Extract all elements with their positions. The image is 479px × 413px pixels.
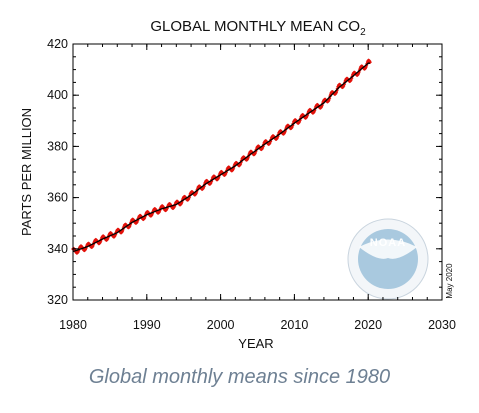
data-point bbox=[120, 227, 125, 232]
data-point bbox=[336, 84, 340, 89]
monthly-mean-line bbox=[72, 59, 371, 254]
x-tick-label: 2020 bbox=[354, 318, 382, 332]
co2-chart: GLOBAL MONTHLY MEAN CO2 NOAA 1980 1990 200… bbox=[19, 18, 456, 351]
data-point bbox=[275, 136, 280, 140]
axes: 1980 1990 2000 2010 2020 2030 320 340 360 380 400 4… bbox=[47, 37, 456, 332]
trend-line bbox=[72, 62, 371, 253]
date-stamp: May 2020 bbox=[445, 263, 454, 299]
y-axis-label: PARTS PER MILLION bbox=[19, 108, 34, 236]
x-tick-label: 2010 bbox=[280, 318, 308, 332]
data-point bbox=[164, 207, 169, 212]
chart-title: GLOBAL MONTHLY MEAN CO2 bbox=[150, 18, 366, 38]
x-tick-label: 2000 bbox=[207, 318, 235, 332]
noaa-logo: NOAA bbox=[347, 218, 429, 300]
y-tick-label: 320 bbox=[47, 293, 68, 307]
x-tick-label: 1990 bbox=[133, 318, 161, 332]
data-point bbox=[298, 118, 302, 123]
data-point bbox=[84, 246, 88, 251]
data-point bbox=[142, 216, 147, 221]
noaa-logo-text: NOAA bbox=[370, 237, 406, 249]
data-point bbox=[290, 123, 295, 128]
data-point bbox=[91, 242, 96, 247]
data-point bbox=[305, 113, 310, 118]
data-point bbox=[282, 130, 287, 135]
y-tick-label: 340 bbox=[47, 242, 68, 256]
data-point bbox=[368, 60, 372, 65]
data-point bbox=[179, 201, 184, 206]
data-point bbox=[297, 119, 302, 124]
x-tick-label: 1980 bbox=[59, 318, 87, 332]
y-tick-label: 360 bbox=[47, 191, 68, 205]
data-point bbox=[128, 222, 133, 227]
data-point bbox=[106, 235, 110, 240]
y-tick-label: 400 bbox=[47, 88, 68, 102]
data-point bbox=[343, 78, 348, 83]
y-tick-label: 380 bbox=[47, 139, 68, 153]
data-point bbox=[135, 218, 140, 223]
data-point bbox=[216, 175, 221, 179]
data-point bbox=[98, 239, 103, 243]
data-point bbox=[312, 108, 317, 113]
data-point bbox=[202, 184, 206, 189]
data-point bbox=[112, 234, 117, 238]
data-point bbox=[90, 244, 95, 249]
caption: Global monthly means since 1980 bbox=[88, 366, 391, 388]
data-point bbox=[194, 191, 198, 196]
x-axis-label: YEAR bbox=[238, 336, 273, 351]
data-point bbox=[135, 220, 139, 224]
data-point bbox=[113, 232, 118, 237]
data-point bbox=[328, 92, 333, 97]
data-point bbox=[216, 176, 221, 181]
x-tick-label: 2030 bbox=[428, 318, 456, 332]
data-point bbox=[238, 160, 243, 165]
data-point bbox=[98, 240, 102, 245]
data-point bbox=[209, 179, 214, 184]
data-point bbox=[143, 214, 147, 219]
data-point bbox=[246, 155, 251, 159]
y-tick-label: 420 bbox=[47, 37, 68, 51]
plot-area bbox=[71, 58, 372, 255]
data-point bbox=[105, 237, 110, 242]
data-point bbox=[290, 125, 294, 130]
